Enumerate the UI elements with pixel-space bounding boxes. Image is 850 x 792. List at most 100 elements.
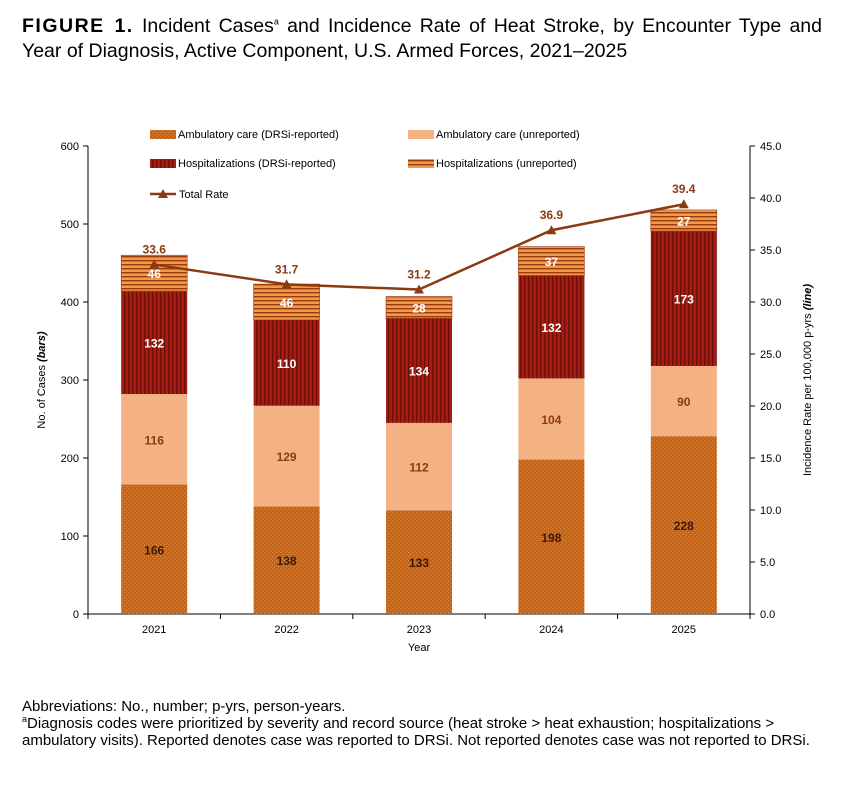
y-tick-label-right: 25.0	[760, 349, 781, 361]
x-axis-title: Year	[408, 642, 431, 654]
bar-value-label: 132	[144, 337, 164, 351]
abbreviations-note: Abbreviations: No., number; p-yrs, perso…	[22, 698, 346, 715]
title-text-end: and Incidence Rate of Heat Stroke, by En…	[22, 15, 822, 62]
rate-value-label: 31.2	[407, 268, 431, 282]
title-footnote-marker: a	[273, 16, 279, 27]
bar-value-label: 134	[409, 365, 429, 379]
bar-value-label: 110	[277, 357, 297, 371]
y-tick-label-right: 40.0	[760, 193, 781, 205]
bar-value-label: 90	[677, 395, 691, 409]
bar-amb-reported	[253, 506, 320, 614]
x-tick-label: 2023	[407, 624, 431, 636]
bar-amb-reported	[518, 459, 585, 614]
title-text-start: Incident Cases	[142, 15, 274, 37]
rate-value-label: 36.9	[540, 208, 564, 222]
y-tick-label-left: 600	[61, 141, 79, 153]
bar-value-label: 166	[144, 543, 164, 557]
bar-hosp-reported	[650, 231, 717, 366]
bar-hosp-unreported	[518, 246, 585, 276]
legend-swatch-rate-marker	[158, 189, 168, 198]
y-axis-title-left-text: No. of Cases	[36, 362, 48, 429]
y-tick-label-right: 10.0	[760, 505, 781, 517]
rate-value-label: 33.6	[143, 243, 167, 257]
bar-value-label: 112	[409, 461, 429, 475]
rate-marker	[149, 259, 160, 269]
legend-label: Ambulatory care (DRSi-reported)	[178, 129, 339, 141]
rate-value-label: 39.4	[672, 182, 696, 196]
y-tick-label-right: 30.0	[760, 297, 781, 309]
bar-hosp-reported	[386, 318, 452, 423]
bar-value-label: 228	[674, 519, 694, 533]
axes: 0 100 200 300 400 500 600 0.0 5.0 10.0 15.0 20.0 25.…	[36, 141, 814, 654]
bar-value-label: 138	[277, 554, 297, 568]
y-tick-label-left: 400	[61, 297, 79, 309]
bar-amb-unreported	[518, 378, 585, 460]
legend-label: Total Rate	[179, 189, 229, 201]
rate-marker	[414, 284, 424, 294]
x-tick-label: 2022	[274, 624, 298, 636]
footnote: aDiagnosis codes were prioritized by sev…	[22, 714, 822, 750]
y-tick-label-right: 5.0	[760, 557, 775, 569]
legend-swatch-hosp-reported	[150, 159, 176, 168]
bar-value-label: 27	[677, 214, 691, 228]
y-tick-label-right: 35.0	[760, 245, 781, 257]
footnote-marker: a	[22, 714, 28, 724]
bar-amb-reported	[386, 510, 452, 614]
bar-amb-unreported	[650, 365, 717, 437]
bar-value-label: 133	[409, 556, 429, 570]
y-tick-label-left: 100	[61, 531, 79, 543]
bar-value-label: 173	[674, 292, 694, 306]
y-tick-label-right: 15.0	[760, 453, 781, 465]
figure-title: FIGURE 1. Incident Casesa and Incidence …	[22, 14, 822, 64]
y-tick-label-left: 300	[61, 375, 79, 387]
bar-hosp-unreported	[253, 283, 320, 321]
rate-marker	[281, 279, 292, 289]
bar-amb-reported	[121, 484, 188, 614]
bar-hosp-unreported	[650, 209, 718, 232]
bar-hosp-reported	[253, 319, 320, 406]
legend-label: Hospitalizations (unreported)	[436, 158, 577, 170]
bar-value-label: 28	[412, 301, 426, 315]
x-tick-label: 2021	[142, 624, 166, 636]
y-tick-label-left: 0	[73, 609, 79, 621]
y-tick-label-right: 0.0	[760, 609, 775, 621]
rate-marker	[678, 199, 689, 209]
figure-notes: Abbreviations: No., number; p-yrs, perso…	[22, 698, 822, 749]
bar-hosp-unreported	[385, 296, 453, 319]
footnote-text: Diagnosis codes were prioritized by seve…	[22, 715, 810, 749]
y-axis-title-left: No. of Cases (bars)	[36, 331, 48, 429]
legend-label: Hospitalizations (DRSi-reported)	[178, 158, 336, 170]
rate-line-group: 33.6 31.7 31.2 36.9 39.4	[143, 182, 696, 294]
bar-value-label: 198	[541, 531, 561, 545]
legend: Ambulatory care (DRSi-reported) Ambulator…	[150, 129, 580, 201]
figure-label: FIGURE 1.	[22, 15, 134, 37]
bar-value-label: 104	[541, 413, 561, 427]
bar-amb-reported	[650, 436, 717, 614]
bar-value-label: 129	[277, 450, 297, 464]
bar-amb-unreported	[253, 405, 320, 507]
rate-marker	[546, 225, 557, 235]
bars: 166 116 132 46 138 129 110 46 133 112 134 28 198 104 1…	[120, 209, 718, 614]
y-axis-title-right-italic: (line)	[802, 284, 814, 311]
y-tick-label-right: 20.0	[760, 401, 781, 413]
bar-value-label: 116	[145, 433, 165, 447]
bar-amb-unreported	[386, 422, 452, 511]
y-axis-title-right: Incidence Rate per 100,000 p-yrs (line)	[802, 284, 814, 476]
y-tick-label-left: 200	[61, 453, 79, 465]
y-axis-title-right-text: Incidence Rate per 100,000 p-yrs	[802, 310, 814, 476]
y-tick-label-left: 500	[61, 219, 79, 231]
legend-swatch-amb-reported	[150, 130, 176, 139]
bar-hosp-reported	[518, 275, 585, 379]
bar-value-label: 46	[148, 267, 162, 281]
x-tick-label: 2024	[539, 624, 563, 636]
rate-value-label: 31.7	[275, 262, 299, 276]
bar-value-label: 132	[541, 321, 561, 335]
y-axis-title-left-italic: (bars)	[36, 331, 48, 362]
legend-swatch-amb-unreported	[408, 130, 434, 139]
y-tick-label-right: 45.0	[760, 141, 781, 153]
bar-amb-unreported	[121, 394, 188, 485]
x-tick-label: 2025	[672, 624, 696, 636]
bar-value-label: 37	[545, 255, 559, 269]
bar-hosp-reported	[121, 291, 188, 395]
